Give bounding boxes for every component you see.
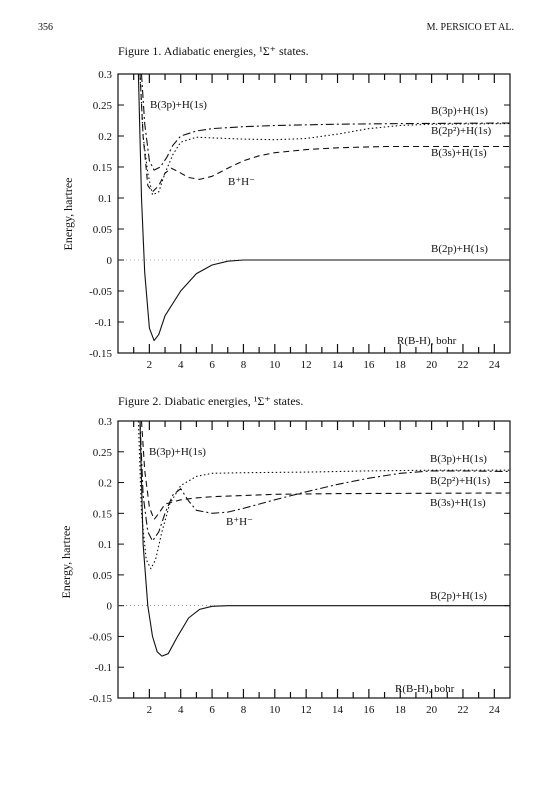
series-b-3s-h-1s: [140, 421, 510, 521]
x-tick-label: 18: [395, 704, 407, 716]
x-tick-label: 2: [147, 359, 153, 371]
series-b-3p-h-1s: [139, 421, 510, 542]
y-tick-label: 0: [107, 601, 113, 613]
label-b2p2-right: B(2p²)+H(1s): [430, 475, 491, 487]
x-tick-label: 24: [489, 359, 501, 371]
label-bh-ion: B⁺H⁻: [226, 516, 253, 528]
figure-1-caption: Figure 1. Adiabatic energies, ¹Σ⁺ states…: [118, 44, 309, 59]
label-b3p-left: B(3p)+H(1s): [150, 99, 207, 111]
x-tick-label: 4: [178, 704, 184, 716]
label-b2p-right: B(2p)+H(1s): [431, 243, 488, 255]
x-axis-label: R(B-H), bohr: [397, 335, 457, 347]
x-tick-label: 4: [178, 359, 184, 371]
x-tick-label: 2: [147, 704, 153, 716]
y-tick-label: 0: [107, 255, 113, 267]
series-b-3s-h-1s: [139, 74, 510, 193]
x-tick-label: 24: [489, 704, 501, 716]
plot-frame: [117, 73, 511, 354]
x-tick-label: 14: [332, 704, 344, 716]
label-b3p-right: B(3p)+H(1s): [430, 453, 487, 465]
plot-frame: [117, 420, 511, 699]
label-b3p-right: B(3p)+H(1s): [431, 105, 488, 117]
x-tick-label: 18: [395, 359, 407, 371]
figure-2-caption: Figure 2. Diabatic energies, ¹Σ⁺ states.: [118, 394, 303, 409]
label-b3s-right: B(3s)+H(1s): [431, 147, 487, 159]
x-tick-label: 6: [209, 359, 215, 371]
series-b-2p-h-1s: [139, 421, 510, 657]
x-tick-label: 14: [332, 359, 344, 371]
x-tick-label: 16: [363, 704, 375, 716]
x-axis-label: R(B-H), bohr: [395, 683, 455, 695]
figure-2-caption-text: Diabatic energies, ¹Σ⁺ states.: [164, 394, 304, 408]
x-tick-label: 20: [426, 359, 438, 371]
y-axis-label: Energy, hartree: [59, 526, 73, 599]
y-tick-label: 0.15: [93, 508, 113, 520]
label-b3s-right: B(3s)+H(1s): [430, 497, 486, 509]
x-tick-label: 16: [363, 359, 375, 371]
x-tick-label: 8: [241, 359, 247, 371]
figure-1-annotations: B(3p)+H(1s) B(3p)+H(1s) B(2p²)+H(1s) B(3…: [150, 99, 492, 347]
x-tick-label: 22: [457, 704, 468, 716]
x-tick-label: 10: [269, 359, 281, 371]
x-tick-label: 6: [209, 704, 215, 716]
x-tick-label: 12: [301, 359, 312, 371]
label-b3p-left: B(3p)+H(1s): [149, 446, 206, 458]
y-tick-label: 0.2: [98, 131, 112, 143]
y-tick-label: -0.05: [89, 631, 112, 643]
y-axis-label: Energy, hartree: [61, 178, 75, 251]
series-b-3p-h-1s: [140, 74, 510, 171]
x-tick-label: 12: [301, 704, 312, 716]
y-tick-label: -0.15: [89, 693, 112, 705]
y-tick-label: 0.1: [98, 539, 112, 551]
x-tick-label: 22: [457, 359, 468, 371]
y-tick-label: 0.25: [93, 100, 113, 112]
label-b2p2-right: B(2p²)+H(1s): [431, 125, 492, 137]
running-head: M. PERSICO ET AL.: [426, 22, 514, 33]
label-bh-ion: B⁺H⁻: [228, 176, 255, 188]
figure-2-caption-prefix: Figure 2.: [118, 394, 162, 408]
x-tick-label: 20: [426, 704, 438, 716]
y-tick-label: -0.1: [95, 662, 112, 674]
series-group: [137, 74, 510, 342]
y-tick-label: 0.05: [93, 224, 113, 236]
y-tick-label: -0.05: [89, 286, 112, 298]
x-tick-label: 10: [269, 704, 281, 716]
y-tick-label: 0.2: [98, 478, 112, 490]
y-tick-label: -0.15: [89, 348, 112, 360]
y-tick-label: 0.3: [98, 69, 112, 81]
page-number: 356: [38, 22, 53, 33]
y-tick-label: -0.1: [95, 317, 112, 329]
x-tick-label: 8: [241, 704, 247, 716]
y-tick-label: 0.1: [98, 193, 112, 205]
series-b-2p-h-1s: [137, 421, 510, 570]
y-tick-label: 0.15: [93, 162, 113, 174]
figure-1-caption-text: Adiabatic energies, ¹Σ⁺ states.: [163, 44, 309, 58]
series-group: [137, 421, 510, 657]
y-tick-label: 0.25: [93, 447, 113, 459]
label-b2p-right: B(2p)+H(1s): [430, 590, 487, 602]
figure-2-annotations: B(3p)+H(1s) B(3p)+H(1s) B(2p²)+H(1s) B(3…: [149, 446, 491, 695]
y-tick-label: 0.3: [98, 416, 112, 428]
figure-1-caption-prefix: Figure 1.: [118, 44, 162, 58]
y-tick-label: 0.05: [93, 570, 113, 582]
series-b-2p-h-1s: [137, 74, 510, 342]
figure-1-chart: Energy, hartree B(3p)+H(1s) B(3p)+H(1s) …: [61, 69, 511, 371]
figure-2-chart: Energy, hartree B(3p)+H(1s) B(3p)+H(1s) …: [59, 416, 511, 716]
